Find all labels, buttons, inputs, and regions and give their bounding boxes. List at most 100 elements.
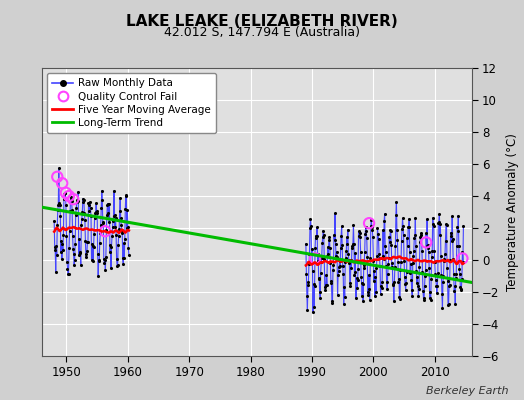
- Point: [453, 224, 462, 230]
- Point: [66, 228, 74, 234]
- Point: [366, 297, 374, 303]
- Point: [350, 272, 358, 278]
- Point: [90, 231, 99, 237]
- Y-axis label: Temperature Anomaly (°C): Temperature Anomaly (°C): [506, 133, 519, 291]
- Point: [355, 233, 363, 240]
- Point: [398, 215, 407, 221]
- Point: [124, 245, 133, 252]
- Point: [421, 273, 429, 279]
- Point: [383, 286, 391, 293]
- Point: [358, 281, 367, 288]
- Point: [361, 230, 369, 237]
- Point: [311, 244, 319, 251]
- Point: [392, 227, 401, 234]
- Point: [420, 283, 429, 289]
- Point: [86, 205, 95, 211]
- Point: [63, 266, 72, 272]
- Point: [70, 251, 78, 258]
- Point: [418, 269, 427, 276]
- Point: [388, 264, 396, 270]
- Point: [417, 232, 425, 238]
- Point: [448, 213, 456, 220]
- Point: [82, 254, 90, 260]
- Point: [354, 266, 362, 273]
- Point: [307, 251, 315, 257]
- Point: [442, 221, 450, 228]
- Point: [374, 231, 382, 238]
- Point: [428, 253, 436, 260]
- Point: [328, 300, 336, 306]
- Point: [333, 292, 342, 298]
- Point: [50, 244, 59, 250]
- Point: [118, 255, 127, 262]
- Point: [320, 232, 328, 238]
- Point: [62, 202, 70, 209]
- Point: [302, 240, 310, 247]
- Point: [422, 239, 430, 246]
- Point: [347, 256, 355, 263]
- Point: [412, 268, 421, 274]
- Point: [387, 241, 396, 248]
- Point: [335, 264, 343, 270]
- Point: [442, 222, 451, 229]
- Point: [402, 269, 411, 276]
- Point: [102, 254, 110, 260]
- Point: [447, 232, 455, 239]
- Point: [457, 275, 466, 282]
- Point: [67, 195, 75, 201]
- Point: [71, 212, 80, 218]
- Point: [103, 202, 112, 208]
- Point: [119, 240, 128, 246]
- Point: [319, 234, 327, 240]
- Point: [400, 258, 408, 264]
- Point: [100, 259, 108, 266]
- Point: [395, 293, 403, 300]
- Point: [116, 215, 125, 221]
- Point: [314, 274, 323, 281]
- Point: [307, 223, 315, 230]
- Point: [356, 248, 365, 255]
- Text: Berkeley Earth: Berkeley Earth: [426, 386, 508, 396]
- Point: [312, 233, 321, 239]
- Point: [408, 287, 416, 294]
- Point: [62, 190, 70, 196]
- Point: [447, 238, 456, 245]
- Point: [55, 200, 63, 206]
- Point: [113, 256, 121, 262]
- Point: [377, 285, 386, 291]
- Point: [397, 238, 406, 244]
- Point: [54, 165, 63, 171]
- Point: [405, 224, 413, 230]
- Point: [419, 295, 428, 302]
- Point: [434, 270, 442, 276]
- Point: [430, 223, 438, 229]
- Point: [377, 282, 385, 289]
- Point: [317, 259, 325, 266]
- Point: [114, 241, 122, 248]
- Point: [423, 216, 431, 222]
- Point: [425, 294, 434, 301]
- Point: [63, 258, 71, 265]
- Point: [387, 228, 395, 234]
- Point: [58, 256, 66, 262]
- Point: [365, 286, 374, 292]
- Point: [389, 281, 397, 288]
- Point: [112, 215, 120, 221]
- Point: [379, 227, 387, 233]
- Point: [95, 258, 103, 265]
- Point: [80, 197, 88, 203]
- Point: [332, 252, 340, 259]
- Point: [104, 200, 112, 207]
- Point: [308, 268, 316, 274]
- Point: [396, 296, 404, 302]
- Point: [451, 300, 460, 307]
- Point: [396, 266, 405, 273]
- Point: [106, 242, 115, 248]
- Point: [97, 188, 106, 194]
- Point: [107, 265, 115, 271]
- Point: [52, 243, 60, 249]
- Point: [359, 298, 367, 304]
- Point: [345, 257, 353, 264]
- Point: [328, 298, 336, 304]
- Point: [403, 234, 411, 241]
